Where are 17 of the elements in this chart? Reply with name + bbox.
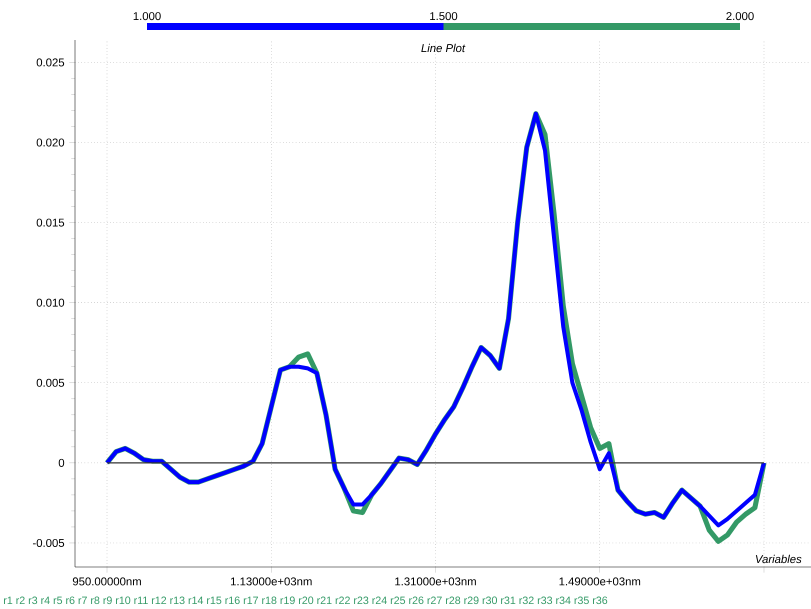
x-axis-title: Variables	[756, 554, 802, 564]
x-tick-label: 950.00000nm	[72, 577, 141, 586]
x-tick-label: 1.31000e+03nm	[395, 577, 476, 586]
y-tick-label: 0	[58, 458, 64, 467]
y-tick-label: 0.005	[36, 378, 64, 387]
chart-title: Line Plot	[421, 44, 466, 52]
text: 1.000	[134, 12, 161, 20]
y-tick-label: 0.015	[36, 218, 64, 227]
y-tick-label: 0.010	[36, 298, 64, 307]
y-tick-label: -0.005	[32, 538, 64, 547]
text: r1 r2 r3 r4 r5 r6 r7 r8 r9 r10 r11 r12 r13 r14 r15 r16 r17 r18 r19 r20 r21 r22 r23 r24 r25 r26 r27 r28 r29 r30 r31 r32 r33 r34 r35 r36	[4, 596, 608, 604]
text: 1.500	[430, 12, 458, 20]
x-tick-label: 1.13000e+03nm	[230, 577, 312, 586]
x-tick-label: 1.49000e+03nm	[559, 577, 640, 586]
y-tick-label: 0.025	[36, 58, 64, 66]
text: 2.000	[726, 12, 754, 20]
y-tick-label: 0.020	[36, 138, 64, 147]
